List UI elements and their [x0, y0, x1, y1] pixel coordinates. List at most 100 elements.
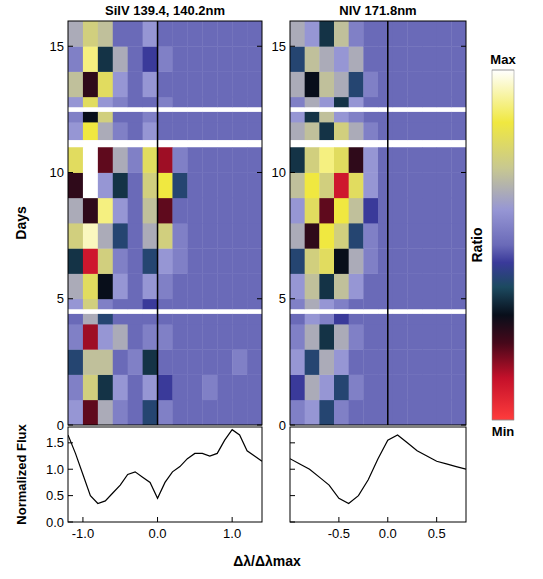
heatmap-cell [393, 173, 408, 199]
heatmap-cell [172, 21, 187, 47]
y-axis-title: Days [13, 206, 29, 240]
heatmap-cell [98, 97, 113, 108]
y-tick [290, 495, 295, 496]
heatmap-cell [334, 274, 349, 300]
y-tick [461, 425, 466, 426]
heatmap-cell [393, 72, 408, 98]
heatmap-cell [319, 173, 334, 199]
heatmap-cell [232, 400, 247, 425]
heatmap-cell [68, 122, 83, 140]
heatmap-cell [334, 248, 349, 274]
heatmap-cell [113, 112, 128, 123]
heatmap-cell [290, 299, 305, 310]
heatmap-cell [98, 314, 113, 325]
y-axis-title: Normalized Flux [14, 424, 29, 525]
heatmap-cell [319, 198, 334, 224]
heatmap-cell [143, 147, 158, 173]
heatmap-cell [393, 400, 408, 425]
y-tick [290, 172, 295, 173]
heatmap-cell [68, 173, 83, 199]
heatmap-cell [128, 173, 143, 199]
heatmap-cell [217, 112, 232, 123]
heatmap-cell [290, 223, 305, 249]
heatmap-cell [305, 400, 320, 425]
x-tick [232, 517, 233, 522]
heatmap-cell [363, 349, 378, 375]
heatmap-cell [202, 299, 217, 310]
y-tick [257, 298, 262, 299]
heatmap-cell [247, 375, 262, 401]
colorbar-tick-label: Min [492, 424, 514, 439]
heatmap-cell [378, 274, 393, 300]
heatmap-cell [113, 248, 128, 274]
heatmap-cell [319, 400, 334, 425]
heatmap-cell [422, 324, 437, 350]
heatmap-cell [68, 324, 83, 350]
heatmap-cell [68, 314, 83, 325]
x-tick [157, 517, 158, 522]
heatmap-cell [143, 375, 158, 401]
plot-frame [68, 427, 262, 522]
heatmap-cell [363, 198, 378, 224]
heatmap-cell [202, 72, 217, 98]
heatmap-cell [217, 46, 232, 72]
heatmap-cell [349, 72, 364, 98]
heatmap-cell [319, 46, 334, 72]
heatmap-cell [407, 248, 422, 274]
y-tick-label: 1.5 [46, 435, 64, 450]
heatmap-cell [187, 223, 202, 249]
heatmap-cell [319, 97, 334, 108]
heatmap-cell [202, 375, 217, 401]
heatmap-cell [83, 324, 98, 350]
heatmap-cell [98, 400, 113, 425]
heatmap-cell [128, 46, 143, 72]
heatmap-cell [83, 21, 98, 47]
heatmap-cell [393, 223, 408, 249]
heatmap-cell [393, 375, 408, 401]
heatmap-cell [407, 21, 422, 47]
x-axis-title: Δλ/Δλmax [233, 553, 301, 569]
heatmap-cell [247, 46, 262, 72]
heatmap-cell [334, 198, 349, 224]
heatmap-cell [113, 400, 128, 425]
y-tick [290, 298, 295, 299]
heatmap-cell [172, 375, 187, 401]
heatmap-cell [83, 223, 98, 249]
heatmap-cell [247, 349, 262, 375]
heatmap-cell [83, 147, 98, 173]
heatmap-cell [378, 147, 393, 173]
heatmap-cell [407, 112, 422, 123]
heatmap-cell [451, 314, 466, 325]
plot-background [68, 21, 262, 425]
heatmap-cell [143, 173, 158, 199]
heatmap-cell [187, 375, 202, 401]
heatmap-cell [451, 173, 466, 199]
heatmap-cell [187, 72, 202, 98]
heatmap-cell [334, 147, 349, 173]
heatmap-cells [290, 21, 466, 425]
heatmap-cell [143, 198, 158, 224]
heatmap-cell [334, 349, 349, 375]
heatmap-cell [128, 72, 143, 98]
plot-frame [290, 21, 466, 425]
heatmap-cell [407, 274, 422, 300]
heatmap-cell [378, 173, 393, 199]
plot-background [290, 21, 466, 425]
heatmap-cell [187, 147, 202, 173]
heatmap-cell [437, 97, 452, 108]
heatmap-cell [172, 299, 187, 310]
heatmap-cell [437, 46, 452, 72]
heatmap-cell [143, 21, 158, 47]
x-tick-label: -0.5 [328, 526, 350, 541]
heatmap-cell [319, 223, 334, 249]
heatmap-cell [98, 147, 113, 173]
heatmap-cell [158, 223, 173, 249]
heatmap-cell [202, 274, 217, 300]
heatmap-cell [363, 147, 378, 173]
heatmap-cell [407, 400, 422, 425]
y-tick [290, 442, 295, 443]
heatmap-cell [217, 400, 232, 425]
y-tick-label: 0.5 [46, 488, 64, 503]
heatmap-cell [363, 223, 378, 249]
heatmap-cell [98, 349, 113, 375]
